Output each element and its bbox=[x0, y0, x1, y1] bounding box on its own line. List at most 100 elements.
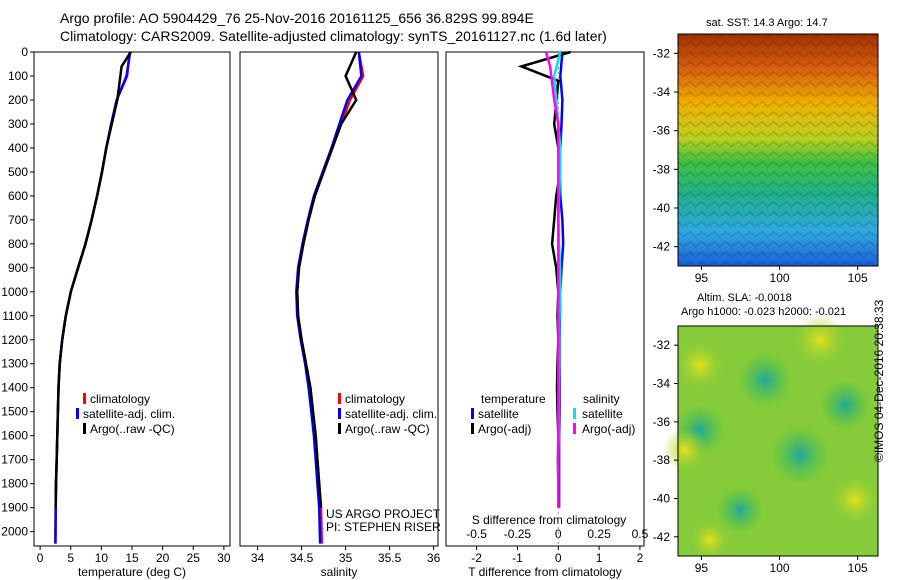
map-lon-label: 95 bbox=[695, 561, 709, 575]
depth-tick-label: 800 bbox=[8, 237, 28, 251]
sla-blob bbox=[831, 476, 879, 524]
depth-tick-label: 700 bbox=[8, 213, 28, 227]
legend-heading-temperature: temperature bbox=[481, 392, 546, 406]
depth-tick-label: 600 bbox=[8, 189, 28, 203]
legend-swatch-climatology bbox=[338, 393, 341, 404]
salinity-legend: climatology satellite-adj. clim. Argo(..… bbox=[338, 392, 437, 436]
legend-label-satellite: satellite-adj. clim. bbox=[83, 407, 175, 421]
x-tick-label: 2 bbox=[637, 551, 644, 565]
x-tick-label: 20 bbox=[156, 551, 170, 565]
top-axis-label: S difference from climatology bbox=[472, 513, 627, 527]
x-tick-label: 5 bbox=[67, 551, 74, 565]
salinity-plot: 34 34.5 35 35.5 36 salinity bbox=[251, 51, 441, 579]
legend-swatch-t-satellite bbox=[471, 408, 474, 419]
x-tick-label: 0 bbox=[555, 551, 562, 565]
temperature-plot: 0 5 10 15 20 25 30 temperature (deg C) bbox=[37, 51, 231, 579]
sla-blob bbox=[716, 486, 764, 534]
x-tick-label: -2 bbox=[471, 551, 482, 565]
sla-map-frame bbox=[677, 325, 879, 557]
x-tick-label: 10 bbox=[95, 551, 109, 565]
sst-map-texture bbox=[678, 34, 878, 266]
depth-tick-label: 900 bbox=[8, 261, 28, 275]
depth-tick-label: 1100 bbox=[2, 309, 28, 323]
depth-tick-label: 2000 bbox=[1, 525, 28, 539]
sla-map-subtitle: Argo h1000: -0.023 h2000: -0.021 bbox=[681, 306, 846, 318]
difference-plot: -2 -1 0 1 2 T difference from climatology -0.5… bbox=[466, 50, 649, 579]
legend-swatch-s-argo bbox=[573, 423, 576, 434]
legend-label-climatology: climatology bbox=[90, 392, 150, 406]
legend-label-satellite: satellite-adj. clim. bbox=[345, 407, 437, 421]
sla-map-axes: -32 -34 -36 -38 -40 -42 95 100 105 bbox=[653, 338, 868, 575]
series-line bbox=[517, 50, 571, 508]
legend-swatch-argo bbox=[83, 423, 86, 434]
legend-swatch-climatology bbox=[83, 393, 86, 404]
x-tick-label: 36 bbox=[427, 551, 441, 565]
series-line bbox=[544, 51, 560, 508]
x-tick-label: 34.5 bbox=[290, 551, 314, 565]
depth-tick-label: 100 bbox=[8, 69, 28, 83]
series-line bbox=[54, 51, 132, 508]
map-lat-label: -40 bbox=[653, 201, 671, 215]
imos-stamp: ©IMOS 04-Dec-2016 20:38:33 bbox=[872, 299, 886, 462]
sst-map bbox=[677, 33, 879, 267]
map-lon-label: 105 bbox=[848, 271, 868, 285]
sst-map-axes: -32 -34 -36 -38 -40 -42 95 100 105 bbox=[653, 46, 868, 285]
project-pi: PI: STEPHEN RISER bbox=[326, 520, 441, 534]
sla-blob bbox=[676, 341, 724, 389]
x-tick-label: 35.5 bbox=[378, 551, 402, 565]
x-tick-label: -1 bbox=[512, 551, 523, 565]
salinity-panel-frame bbox=[239, 51, 439, 547]
map-lon-label: 95 bbox=[695, 271, 709, 285]
sla-blob bbox=[690, 520, 730, 560]
depth-tick-label: 400 bbox=[8, 141, 28, 155]
sla-blob bbox=[819, 379, 871, 431]
x-tick-label: 0 bbox=[37, 551, 44, 565]
difference-legend: temperature salinity satellite Argo(-adj… bbox=[471, 392, 635, 436]
x-axis-label: T difference from climatology bbox=[468, 565, 622, 579]
series-line bbox=[295, 51, 363, 544]
x-tick-label: 15 bbox=[125, 551, 139, 565]
depth-tick-label: 0 bbox=[21, 45, 28, 59]
map-lat-label: -34 bbox=[653, 85, 671, 99]
depth-tick-label: 1500 bbox=[1, 405, 28, 419]
project-name: US ARGO PROJECT bbox=[326, 507, 441, 521]
sst-map-frame bbox=[677, 33, 879, 267]
top-tick-label: -0.25 bbox=[504, 527, 532, 541]
map-lat-label: -32 bbox=[653, 46, 671, 60]
depth-tick-label: 1000 bbox=[1, 285, 28, 299]
sla-map bbox=[663, 314, 879, 560]
map-lat-label: -38 bbox=[653, 162, 671, 176]
depth-tick-label: 200 bbox=[8, 93, 28, 107]
depth-tick-label: 1300 bbox=[1, 357, 28, 371]
x-tick-label: 35 bbox=[339, 551, 353, 565]
legend-label-argo: Argo(..raw -QC) bbox=[90, 422, 175, 436]
legend-label-climatology: climatology bbox=[345, 392, 405, 406]
map-lat-label: -38 bbox=[653, 453, 671, 467]
series-line bbox=[295, 51, 358, 508]
x-tick-label: 34 bbox=[251, 551, 265, 565]
legend-heading-salinity: salinity bbox=[583, 392, 620, 406]
title-line-2: Climatology: CARS2009. Satellite-adjuste… bbox=[60, 28, 607, 44]
map-lat-label: -42 bbox=[653, 530, 671, 544]
legend-swatch-t-argo bbox=[471, 423, 474, 434]
legend-label-s-satellite: satellite bbox=[582, 407, 623, 421]
legend-label-s-argo: Argo(-adj) bbox=[582, 422, 635, 436]
top-tick-label: -0.5 bbox=[466, 527, 487, 541]
map-lat-label: -36 bbox=[653, 415, 671, 429]
temperature-panel-frame bbox=[33, 51, 231, 547]
map-lat-label: -34 bbox=[653, 377, 671, 391]
sla-blob bbox=[794, 314, 846, 366]
sla-map-title: Altim. SLA: -0.0018 bbox=[697, 292, 792, 304]
depth-tick-label: 1800 bbox=[1, 477, 28, 491]
depth-tick-label: 1900 bbox=[1, 501, 28, 515]
sla-blob bbox=[663, 428, 707, 472]
sla-blob bbox=[770, 425, 830, 485]
legend-swatch-s-satellite bbox=[573, 408, 576, 419]
depth-tick-label: 1700 bbox=[1, 453, 28, 467]
x-tick-label: 25 bbox=[187, 551, 201, 565]
legend-label-argo: Argo(..raw -QC) bbox=[345, 422, 430, 436]
difference-panel-frame bbox=[445, 51, 645, 547]
map-lon-label: 100 bbox=[770, 271, 790, 285]
map-lon-label: 100 bbox=[770, 561, 790, 575]
sla-blob bbox=[737, 352, 793, 408]
